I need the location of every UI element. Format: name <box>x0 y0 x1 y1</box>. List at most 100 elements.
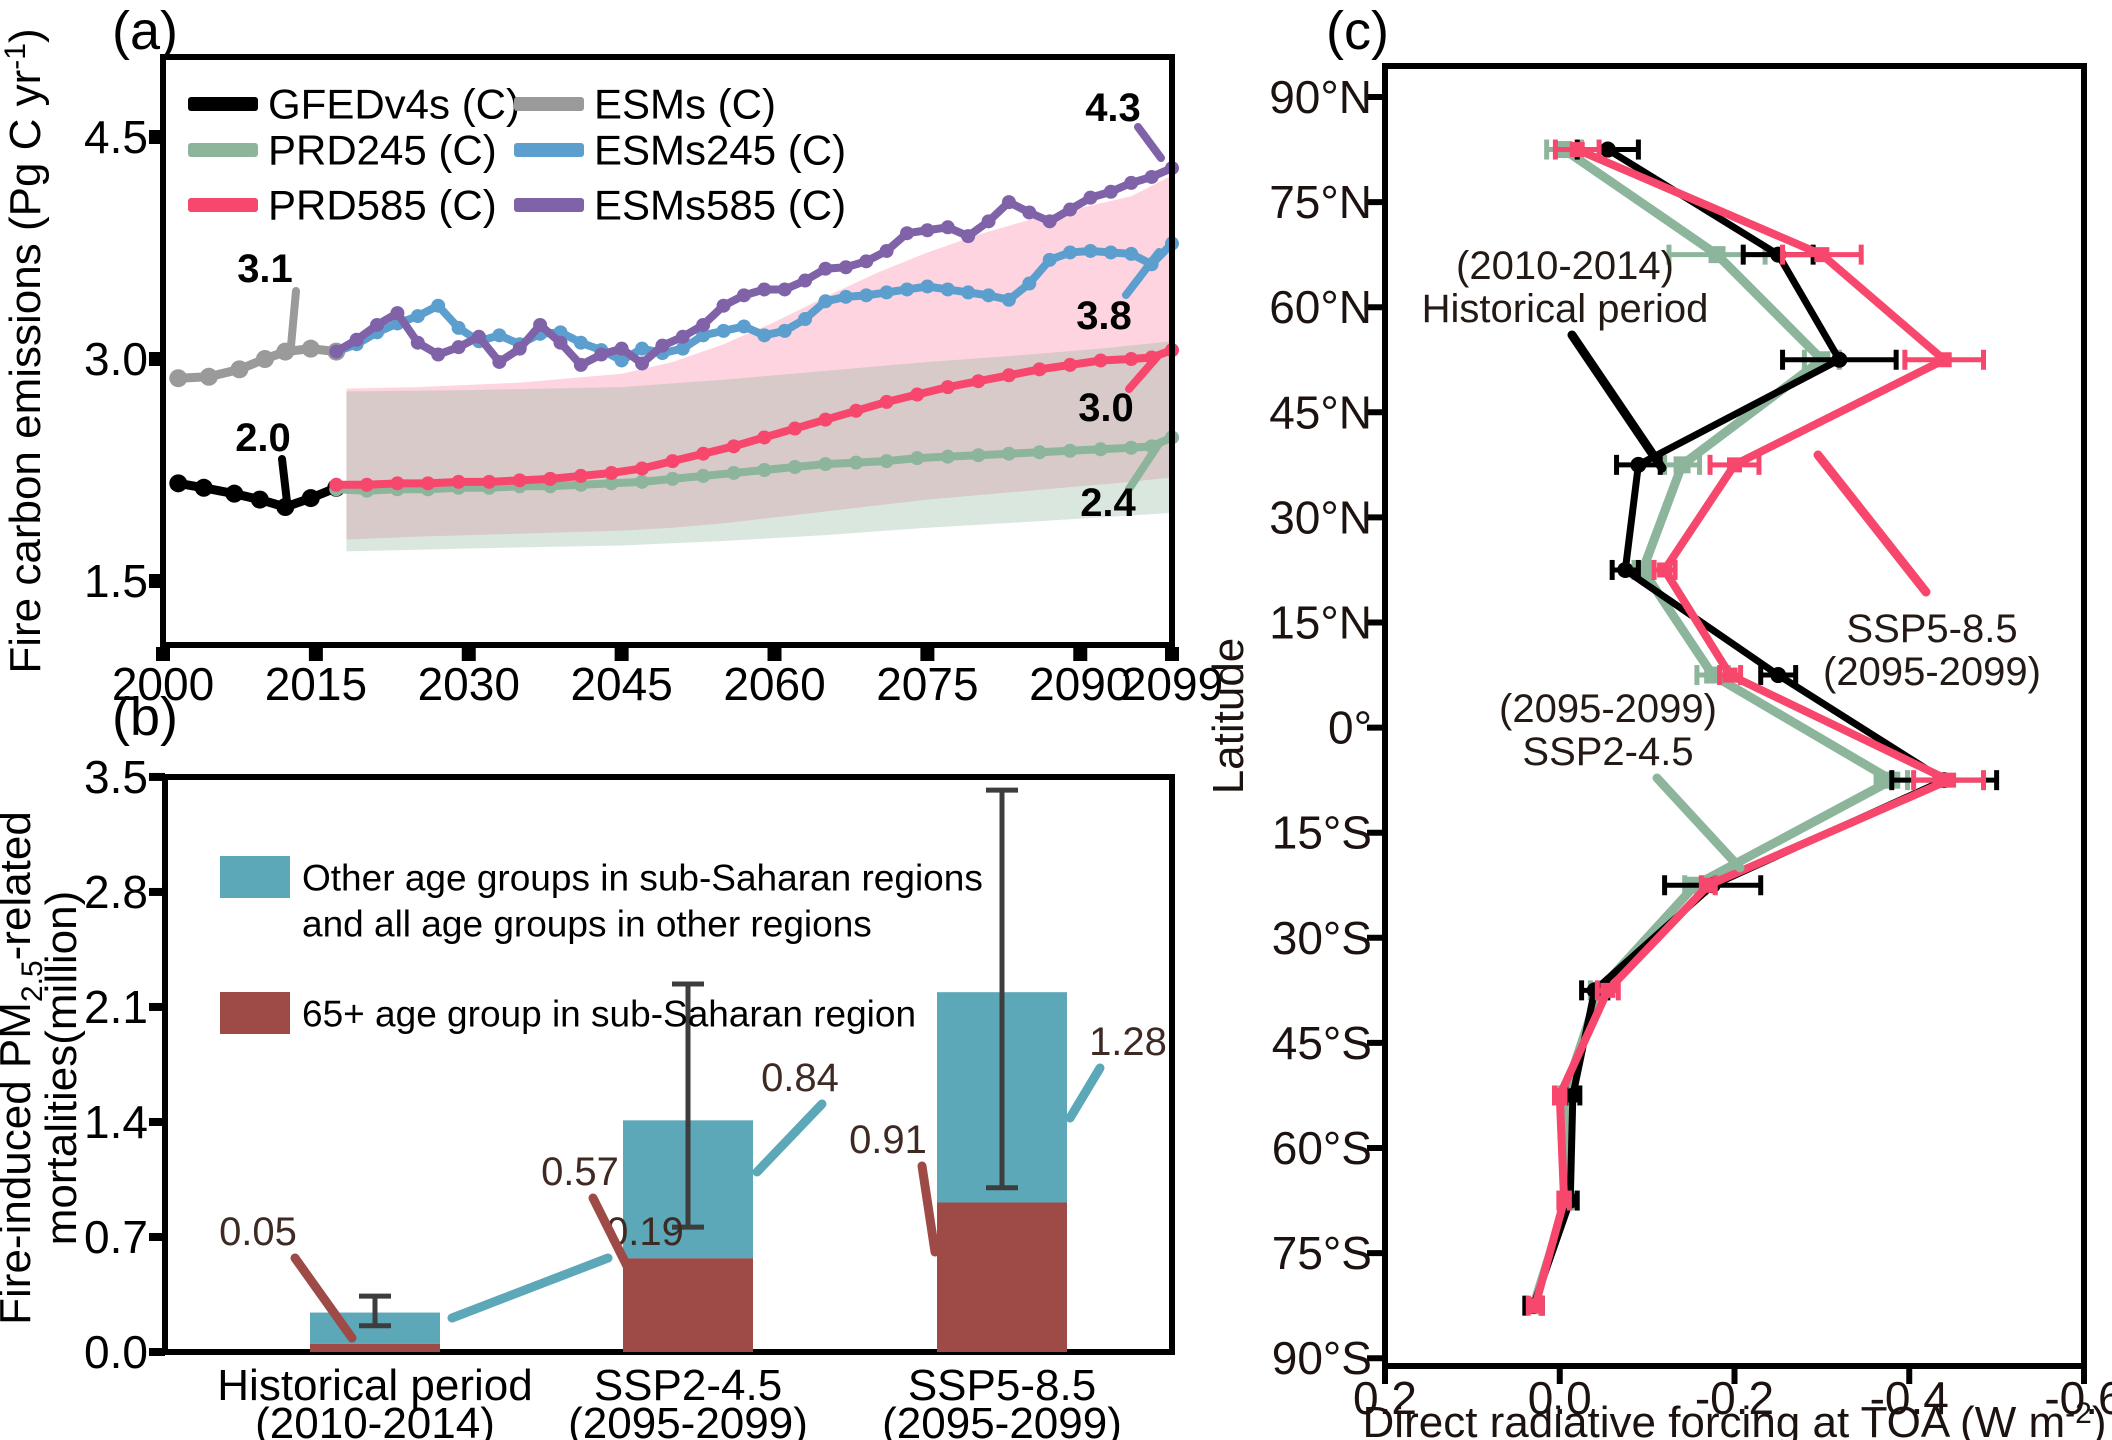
category-label: SSP5-8.5 <box>908 1361 1096 1410</box>
panel-a-ytick: 4.5 <box>84 111 148 163</box>
panel-b-ytick: 2.1 <box>84 981 148 1033</box>
legend-item-ESMs-C-: ESMs (C) <box>594 81 776 128</box>
band-PRD245-range <box>346 341 1172 552</box>
panel-b-ylabel-line1: Fire-induced PM2.5-related <box>0 811 49 1325</box>
panel-b-ylabel-line2: mortalities(million) <box>37 891 86 1246</box>
annotation-line: (2095-2099) <box>1499 687 1717 731</box>
panel-a-series-PRD585-C- <box>329 343 1179 492</box>
legend-item-GFEDv4s-C-: GFEDv4s (C) <box>268 81 520 128</box>
panel-a-xtick: 2000 <box>112 658 214 710</box>
annotation-2.4: 2.4 <box>1080 481 1136 525</box>
panel-c-xtick: -0.4 <box>1870 1372 1949 1424</box>
panel-b-ytick: 1.4 <box>84 1096 148 1148</box>
panel-a-xtick: 2015 <box>265 658 367 710</box>
annotation-3.8: 3.8 <box>1076 294 1132 338</box>
panel-b-ytick: 0.0 <box>84 1326 148 1378</box>
annotation-0.84: 0.84 <box>761 1056 839 1100</box>
error-bar <box>672 981 704 1230</box>
panel-c-annotations: (2010-2014)Historical periodSSP5-8.5(209… <box>1422 244 2041 873</box>
band-PRD585-range <box>346 175 1172 540</box>
panel-c-xtick: -0.6 <box>2044 1372 2112 1424</box>
annotation-3.1: 3.1 <box>237 247 293 291</box>
category-label: SSP2-4.5 <box>594 1361 782 1410</box>
panel-a-ylabel: Fire carbon emissions (Pg C yr-1) <box>0 28 50 673</box>
panel-a-annotations: 3.1 2.0 4.3 3.8 3.0 2.4 <box>235 86 1165 525</box>
panel-b-annotations: 0.05 0.190.570.840.911.28 <box>219 1020 1167 1343</box>
annotation-1.28: 1.28 <box>1089 1020 1167 1064</box>
annotation-2.0: 2.0 <box>235 416 291 460</box>
panel-a-ytick: 1.5 <box>84 555 148 607</box>
panel-b-legend-other-2: and all age groups in other regions <box>302 904 872 945</box>
panel-c-xlabel: Direct radiative forcing at TOA (W m-2) <box>1363 1397 2107 1440</box>
panel-b-legend-sub65: 65+ age group in sub-Saharan region <box>302 994 916 1035</box>
bar-group-3 <box>937 787 1067 1352</box>
panel-a-legend: GFEDv4s (C)PRD245 (C)PRD585 (C)ESMs (C)E… <box>188 81 846 229</box>
bar-group-1 <box>310 1293 440 1352</box>
panel-c-xtick: 0.2 <box>1353 1372 1417 1424</box>
legend-item-PRD585-C-: PRD585 (C) <box>268 182 497 229</box>
panel-c-ytick: 15°S <box>1272 807 1372 859</box>
panel-b-label: (b) <box>112 687 178 747</box>
panel-a-series-ESMs-C- <box>169 339 346 388</box>
annotation-line: (2010-2014) <box>1456 244 1674 288</box>
annotation-line: Historical period <box>1422 287 1709 331</box>
panel-a-ytick: 3.0 <box>84 333 148 385</box>
panel-b-ytick: 0.7 <box>84 1211 148 1263</box>
panel-c-ytick: 30°N <box>1269 491 1372 543</box>
category-sublabel: (2095-2099) <box>568 1399 808 1440</box>
panel-c-ytick: 60°N <box>1269 281 1372 333</box>
panel-a-label: (a) <box>112 1 178 61</box>
annotation-line: (2095-2099) <box>1823 650 2041 694</box>
panel-c-ytick: 0° <box>1328 702 1372 754</box>
panel-a-xtick: 2090 <box>1029 658 1131 710</box>
category-sublabel: (2010-2014) <box>255 1399 495 1440</box>
panel-c-xtick: 0.0 <box>1528 1372 1592 1424</box>
bar-group-2 <box>623 981 753 1352</box>
panel-b-ytick: 3.5 <box>84 751 148 803</box>
legend-item-ESMs245-C-: ESMs245 (C) <box>594 127 846 174</box>
panel-b-legend: Other age groups in sub-Saharan regions a… <box>220 856 983 1035</box>
panel-c-series-SSP5-8-5-2095-2099- <box>1525 139 1987 1316</box>
error-bar <box>359 1293 391 1329</box>
panel-a: 1.5 3.0 4.5 2000 2015 2030 2045 2060 2075 2090209… <box>0 28 1223 710</box>
panel-c-ytick: 90°N <box>1269 71 1372 123</box>
panel-a-series-GFEDv4s-C- <box>169 474 346 516</box>
panel-b-ytick: 2.8 <box>84 866 148 918</box>
panel-c-ytick: 45°S <box>1272 1017 1372 1069</box>
panel-b-legend-other-1: Other age groups in sub-Saharan regions <box>302 858 983 899</box>
panel-a-xtick: 2060 <box>723 658 825 710</box>
panel-c-ytick: 15°N <box>1269 597 1372 649</box>
annotation-4.3: 4.3 <box>1085 86 1141 130</box>
annotation-3.0: 3.0 <box>1078 386 1134 430</box>
panel-a-series-ESMs585-C- <box>329 161 1179 372</box>
panel-a-xtick: 2030 <box>418 658 520 710</box>
panel-a-xtick: 2099 <box>1121 658 1223 710</box>
panel-c: 90°N 75°N 60°N 45°N 30°N 15°N 0° 15°S 30°S 45°S 60… <box>1204 63 2112 1440</box>
panel-a-bands <box>346 175 1172 552</box>
panel-c-ylabel: Latitude <box>1204 638 1253 795</box>
panel-c-ytick: 60°S <box>1272 1122 1372 1174</box>
annotation-0.91: 0.91 <box>849 1118 927 1162</box>
category-label: Historical period <box>217 1361 532 1410</box>
panel-c-ytick: 75°S <box>1272 1227 1372 1279</box>
panel-c-xtick: -0.2 <box>1695 1372 1774 1424</box>
panel-a-xtick: 2045 <box>570 658 672 710</box>
annotation-0.05: 0.05 <box>219 1210 297 1254</box>
category-sublabel: (2095-2099) <box>882 1399 1122 1440</box>
annotation-line: SSP2-4.5 <box>1522 730 1693 774</box>
legend-item-ESMs585-C-: ESMs585 (C) <box>594 182 846 229</box>
panel-a-xtick: 2075 <box>876 658 978 710</box>
error-bar <box>986 787 1018 1191</box>
legend-item-PRD245-C-: PRD245 (C) <box>268 127 497 174</box>
panel-c-ytick: 30°S <box>1272 912 1372 964</box>
annotation-line: SSP5-8.5 <box>1846 607 2017 651</box>
panel-c-label: (c) <box>1326 1 1389 61</box>
panel-c-ytick: 90°S <box>1272 1332 1372 1384</box>
annotation-0.57: 0.57 <box>541 1150 619 1194</box>
panel-a-yaxis: 1.5 3.0 4.5 <box>84 111 163 607</box>
panel-c-ytick: 75°N <box>1269 176 1372 228</box>
panel-b: Historical period(2010-2014)SSP2-4.5(209… <box>0 751 1175 1440</box>
